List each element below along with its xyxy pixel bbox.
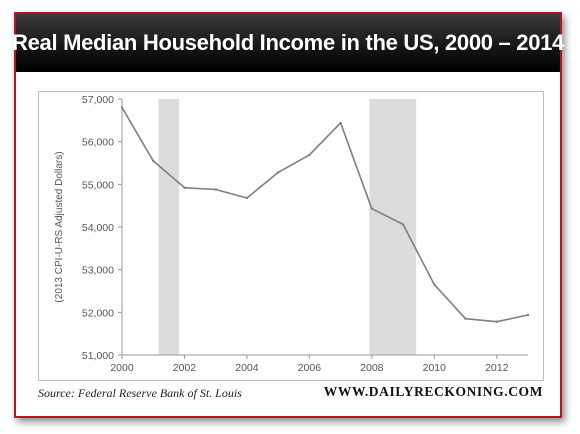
income-series-line [121,107,529,323]
data-point [152,159,155,163]
chart-frame [38,91,544,381]
source-note: Source: Federal Reserve Bank of St. Loui… [38,386,242,400]
y-tick-label: 55,000 [82,179,114,191]
chart-card: Real Median Household Income in the US, … [12,12,564,418]
y-tick-label: 54,000 [82,222,114,234]
recession-band-2 [369,99,417,355]
recession-band-1 [158,99,180,355]
x-tick-label: 2012 [485,362,509,374]
x-tick-label: 2008 [360,362,384,374]
website-brand: WWW.DAILYRECKONING.COM [323,384,543,399]
y-tick-label: 56,000 [82,137,114,149]
data-point [464,317,467,320]
x-tick-label: 2002 [173,362,197,374]
title-banner: Real Median Household Income in the US, … [12,14,564,72]
data-point [183,186,186,189]
data-point [308,153,311,157]
x-tick-label: 2000 [110,362,134,374]
line-chart: 51,000 52,000 53,000 54,000 55,000 56,000 57,0… [38,91,544,381]
data-point [526,313,530,317]
data-point [245,196,249,200]
data-point [339,121,342,125]
chart-area: 51,000 52,000 53,000 54,000 55,000 56,000 57,0… [38,91,544,381]
x-tick-label: 2004 [235,362,259,374]
y-tick-label: 52,000 [82,307,114,319]
data-point [214,188,217,191]
y-tick-label: 57,000 [82,94,114,106]
x-tick-label: 2006 [298,362,322,374]
y-tick-label: 51,000 [82,350,114,362]
data-point [495,320,498,323]
data-point [276,171,280,174]
chart-title: Real Median Household Income in the US, … [12,30,564,55]
data-point [433,283,436,286]
y-tick-label: 53,000 [82,265,114,277]
x-tick-label: 2010 [423,362,447,374]
y-axis-label: (2013 CPI-U-RS Adjusted Dollars) [54,151,65,302]
data-point [401,223,405,226]
data-point [120,106,124,109]
data-point [370,207,374,210]
